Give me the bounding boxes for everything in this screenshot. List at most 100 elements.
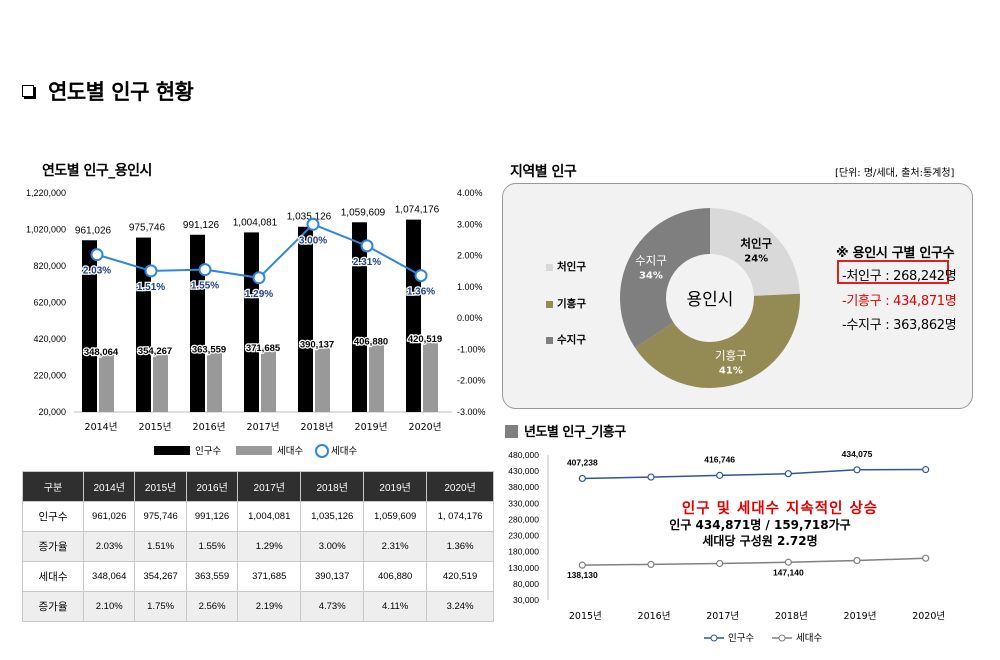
household-bar: [261, 347, 276, 412]
growth-rate-point: [414, 269, 428, 283]
table-cell: 975,746: [134, 501, 187, 532]
household-line: [582, 557, 926, 566]
y-tick-label: 1,020,000: [26, 225, 66, 235]
x-tick-label: 2015년: [139, 422, 172, 433]
table-cell: 390,137: [300, 561, 365, 592]
y2-tick-label: 1.00%: [457, 282, 483, 292]
table-cell: 2.31%: [363, 531, 428, 562]
growth-rate-label: 1.55%: [191, 281, 219, 292]
y2-tick-label: 0.00%: [457, 313, 483, 323]
stats-heading: ※ 용인시 구별 인구수: [836, 246, 955, 261]
giheung-headline: 인구 및 세대수 지속적인 상승: [681, 501, 879, 517]
y2-tick-label: -1.00%: [457, 344, 486, 354]
x-tick-label: 2014년: [85, 422, 118, 433]
household-point: [853, 556, 861, 565]
square-icon: [505, 425, 518, 438]
yongin-population-chart: 20,000 220,000 420,000 620,000 820,000 1,020,…: [26, 188, 486, 458]
y2-tick-label: -2.00%: [457, 376, 486, 386]
table-cell: 1.55%: [185, 531, 239, 562]
giheung-line-chart: 30,000 80,000 130,000 180,000 230,000 280,000…: [508, 449, 945, 644]
y-tick-label: 480,000: [508, 450, 539, 460]
x-tick-label: 2018년: [301, 422, 334, 433]
table-header-cell: 2014년: [82, 471, 136, 502]
table-header-cell: 2017년: [237, 471, 302, 502]
table-row: 증가율 2.10% 1.75% 2.56% 2.19% 4.73% 4.11% 3.24%: [22, 591, 494, 622]
x-tick-label: 2017년: [706, 611, 739, 622]
table-cell: 1.29%: [237, 531, 302, 562]
population-point: [922, 465, 930, 474]
household-point: [647, 560, 655, 568]
growth-rate-point: [144, 264, 158, 278]
unit-note: [단위: 명/세대, 출처:통계청]: [835, 168, 955, 179]
y2-tick-label: 4.00%: [457, 188, 483, 198]
table-cell: 2.19%: [237, 591, 302, 622]
population-bar: [136, 237, 151, 412]
legend-swatch-rate: [315, 444, 329, 458]
y-tick-label: 820,000: [33, 261, 66, 271]
y-tick-label: 180,000: [508, 547, 539, 557]
checkbox-icon: [22, 85, 34, 97]
legend-giheung: 기흥구: [546, 296, 586, 311]
table-header-row: 구분 2014년 2015년 2016년 2017년 2018년 2019년 2020년: [22, 471, 494, 502]
population-label: 1,035,126: [287, 212, 332, 223]
x-tick-label: 2016년: [638, 611, 671, 622]
pie-slice: [710, 208, 800, 296]
pie-slice-label: 수지구: [635, 253, 667, 267]
legend-marker-households: [778, 634, 786, 642]
highlight-box: [837, 260, 949, 284]
y-tick-label: 80,000: [513, 579, 539, 589]
data-label: 434,075: [842, 449, 873, 459]
y-tick-label: 1,220,000: [26, 188, 66, 198]
household-point: [784, 558, 792, 566]
growth-rate-point: [360, 239, 374, 253]
household-label: 348,064: [84, 347, 119, 358]
giheung-line1: 인구 434,871명 / 159,718가구: [669, 518, 851, 532]
table-row-header: 증가율: [22, 531, 84, 562]
growth-rate-point: [306, 217, 320, 231]
data-label: 138,130: [567, 570, 598, 580]
growth-rate-label: 1.29%: [245, 289, 273, 300]
household-label: 354,267: [138, 346, 172, 357]
pie-slice: [620, 208, 710, 348]
data-label: 407,238: [567, 457, 598, 467]
table-cell: 2.10%: [82, 591, 136, 622]
stat-suji: -수지구 : 363,862명: [842, 318, 957, 333]
legend-label: 수지구: [557, 334, 586, 346]
household-label: 363,559: [192, 344, 226, 355]
giheung-title: 년도별 인구_기흥구: [505, 421, 626, 440]
legend-swatch: [546, 300, 553, 308]
y-tick-label: 380,000: [508, 482, 539, 492]
population-point: [716, 471, 724, 479]
table-cell: 4.73%: [300, 591, 365, 622]
table-cell: 348,064: [82, 561, 136, 592]
pie-slice-label: 기흥구: [715, 349, 747, 363]
table-row: 증가율 2.03% 1.51% 1.55% 1.29% 3.00% 2.31% 1.36%: [22, 531, 494, 562]
table-cell: 2.03%: [82, 531, 136, 562]
population-bar: [352, 222, 367, 412]
region-pie-chart: 처인구 24% 기흥구 41% 수지구 34% 용인시: [620, 208, 800, 388]
population-bar: [190, 234, 205, 412]
table-row: 세대수 348,064 354,267 363,559 371,685 390,137 40…: [22, 561, 494, 592]
legend-suji: 수지구: [546, 332, 586, 347]
population-label: 991,126: [183, 220, 220, 231]
table-row-header: 인구수: [22, 501, 84, 532]
table-cell: 3.00%: [300, 531, 365, 562]
y2-tick-label: 2.00%: [457, 251, 483, 261]
y-tick-label: 620,000: [33, 298, 66, 308]
legend-swatch-households: [236, 446, 272, 455]
pie-center-label: 용인시: [687, 290, 734, 310]
population-point: [853, 466, 861, 474]
household-bar: [369, 341, 384, 412]
x-tick-label: 2018년: [775, 611, 808, 622]
legend-label: 처인구: [557, 261, 586, 273]
y-tick-label: 230,000: [508, 531, 539, 541]
legend-swatch: [546, 336, 553, 344]
growth-rate-label: 3.00%: [299, 235, 327, 246]
y-tick-label: 220,000: [33, 371, 66, 381]
table-row: 인구수 961,026 975,746 991,126 1,004,081 1,035,1…: [22, 501, 494, 532]
population-point: [647, 473, 655, 481]
household-bar: [99, 352, 114, 412]
left-chart-title: 연도별 인구_용인시: [42, 163, 152, 179]
legend-marker-population: [710, 634, 718, 642]
legend-label-population: 인구수: [195, 446, 221, 457]
